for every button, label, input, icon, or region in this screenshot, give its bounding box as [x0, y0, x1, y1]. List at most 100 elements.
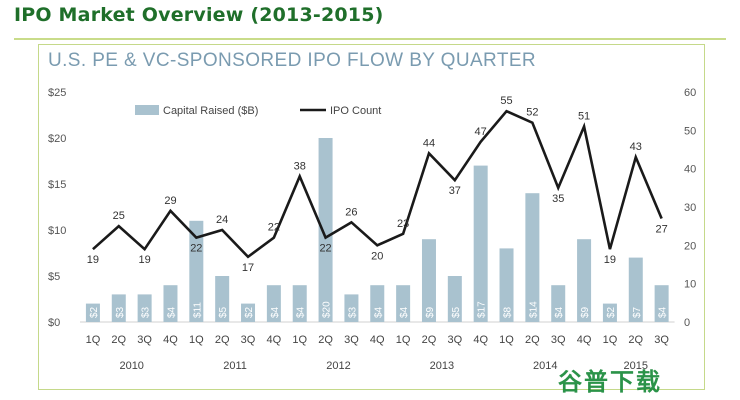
capital-bar: [602, 303, 617, 322]
ipo-count-label: 24: [216, 214, 228, 226]
quarter-label: 3Q: [654, 334, 669, 346]
ipo-count-label: 23: [397, 218, 409, 230]
chart-frame: [38, 44, 705, 390]
left-axis-tick-label: $25: [48, 87, 66, 99]
quarter-label: 1Q: [86, 334, 101, 346]
quarter-label: 1Q: [603, 334, 618, 346]
bar-value-label: $7: [632, 306, 643, 318]
bar-value-label: $9: [580, 306, 591, 318]
title-divider: [14, 38, 726, 40]
bar-value-label: $5: [451, 306, 462, 318]
ipo-count-label: 17: [242, 262, 254, 274]
year-label: 2015: [624, 360, 648, 372]
ipo-count-label: 43: [630, 141, 642, 153]
quarter-label: 1Q: [292, 334, 307, 346]
quarter-label: 3Q: [344, 334, 359, 346]
right-axis-tick-label: 20: [684, 240, 696, 252]
ipo-count-label: 55: [500, 95, 512, 107]
capital-bar: [163, 285, 178, 322]
quarter-label: 2Q: [111, 334, 126, 346]
bar-value-label: $4: [554, 306, 565, 318]
quarter-label: 4Q: [577, 334, 592, 346]
capital-bar: [628, 257, 643, 322]
year-label: 2010: [119, 360, 143, 372]
capital-bar: [654, 285, 669, 322]
quarter-label: 3Q: [241, 334, 256, 346]
bar-value-label: $4: [399, 306, 410, 318]
right-axis-tick-label: 0: [684, 317, 690, 329]
bar-value-label: $8: [503, 306, 514, 318]
capital-bar: [499, 248, 514, 322]
chart-title: U.S. PE & VC-SPONSORED IPO FLOW BY QUART…: [48, 50, 537, 71]
quarter-label: 4Q: [267, 334, 282, 346]
bar-value-label: $3: [115, 306, 126, 318]
ipo-count-label: 52: [526, 107, 538, 119]
ipo-count-label: 26: [345, 206, 357, 218]
year-label: 2012: [326, 360, 350, 372]
ipo-count-label: 19: [139, 254, 151, 266]
ipo-count-label: 25: [113, 210, 125, 222]
capital-bar: [447, 276, 462, 322]
bar-value-label: $2: [244, 306, 255, 318]
capital-bar: [370, 285, 385, 322]
left-axis-tick-label: $15: [48, 179, 66, 191]
ipo-count-label: 38: [294, 160, 306, 172]
bar-value-label: $2: [606, 306, 617, 318]
capital-bar: [137, 294, 152, 322]
capital-bar: [266, 285, 281, 322]
quarter-label: 4Q: [370, 334, 385, 346]
capital-bar: [241, 303, 256, 322]
capital-bar: [396, 285, 411, 322]
quarter-label: 1Q: [189, 334, 204, 346]
bar-value-label: $3: [347, 306, 358, 318]
right-axis-tick-label: 60: [684, 87, 696, 99]
ipo-count-label: 35: [552, 193, 564, 205]
bar-value-label: $2: [89, 306, 100, 318]
year-label: 2013: [430, 360, 454, 372]
quarter-label: 2Q: [525, 334, 540, 346]
bar-value-label: $4: [166, 306, 177, 318]
bar-value-label: $4: [270, 306, 281, 318]
bar-value-label: $5: [218, 306, 229, 318]
right-axis-tick-label: 40: [684, 164, 696, 176]
quarter-label: 2Q: [318, 334, 333, 346]
ipo-count-line: [92, 109, 663, 259]
bar-value-label: $20: [322, 301, 333, 318]
capital-bar: [215, 276, 230, 322]
capital-bar: [577, 239, 592, 322]
bar-value-label: $4: [373, 306, 384, 318]
ipo-count-label: 29: [164, 195, 176, 207]
quarter-label: 1Q: [499, 334, 514, 346]
quarter-label: 2Q: [422, 334, 437, 346]
quarter-label: 2Q: [215, 334, 230, 346]
capital-bar: [292, 285, 307, 322]
left-axis-tick-label: $0: [48, 317, 60, 329]
ipo-count-label: 22: [268, 222, 280, 234]
bar-value-label: $17: [477, 301, 488, 318]
bar-value-label: $3: [141, 306, 152, 318]
bar-value-label: $9: [425, 306, 436, 318]
quarter-label: 4Q: [473, 334, 488, 346]
bar-value-label: $14: [528, 301, 539, 318]
ipo-count-label: 47: [475, 126, 487, 138]
ipo-count-label: 22: [319, 243, 331, 255]
bar-value-label: $11: [192, 302, 203, 318]
ipo-count-label: 19: [604, 254, 616, 266]
ipo-count-label: 20: [371, 250, 383, 262]
page-title: IPO Market Overview (2013-2015): [14, 4, 384, 26]
capital-bar: [318, 138, 333, 322]
right-axis-tick-label: 50: [684, 125, 696, 137]
quarter-label: 3Q: [447, 334, 462, 346]
legend-label-ipo-count: IPO Count: [330, 105, 381, 117]
quarter-label: 3Q: [137, 334, 152, 346]
quarter-label: 1Q: [396, 334, 411, 346]
left-axis-tick-label: $20: [48, 133, 66, 145]
capital-bar: [344, 294, 359, 322]
capital-bar: [111, 294, 126, 322]
left-axis-tick-label: $5: [48, 271, 60, 283]
quarter-label: 4Q: [163, 334, 178, 346]
bar-value-label: $4: [658, 306, 669, 318]
legend-label-capital: Capital Raised ($B): [163, 105, 258, 117]
left-axis-tick-label: $10: [48, 225, 66, 237]
